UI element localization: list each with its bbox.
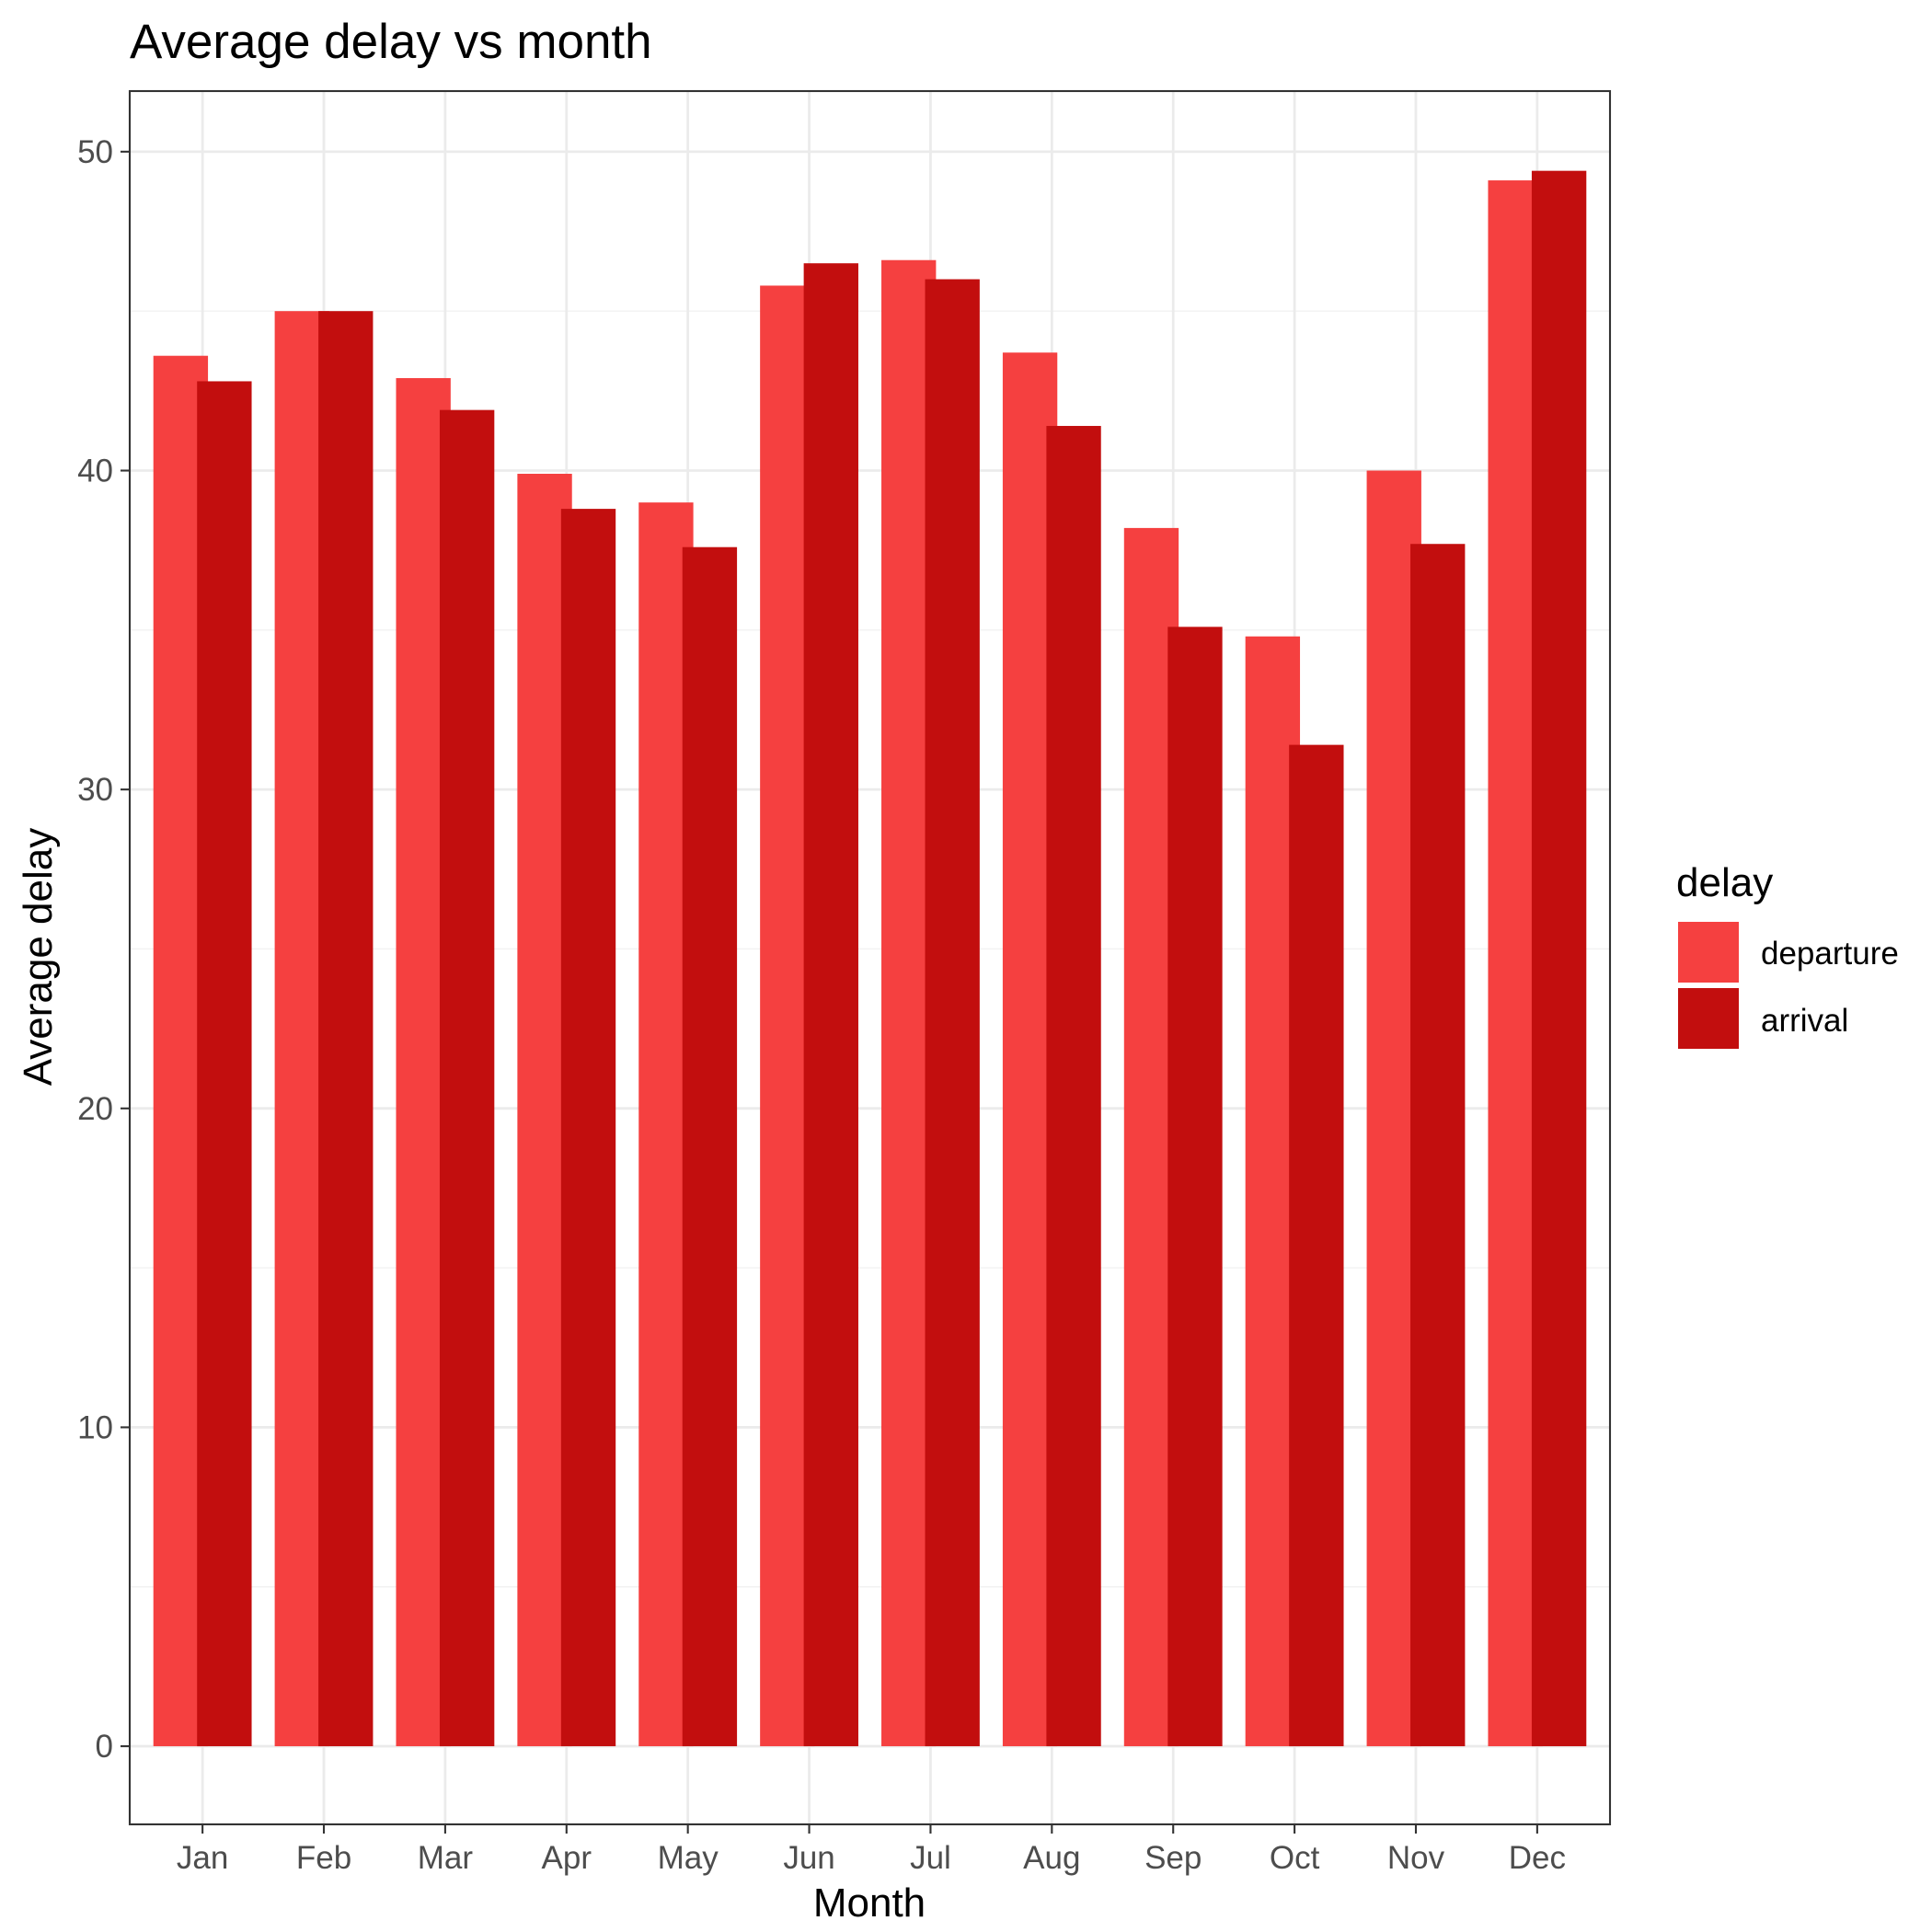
x-tick-label-apr: Apr bbox=[542, 1840, 592, 1876]
legend-label-arrival: arrival bbox=[1761, 1003, 1848, 1039]
x-tick-label-sep: Sep bbox=[1144, 1840, 1202, 1876]
bar-arrival-feb bbox=[318, 311, 374, 1747]
x-tick-label-jul: Jul bbox=[910, 1840, 951, 1876]
y-tick-label: 40 bbox=[77, 454, 113, 489]
x-tick-label-aug: Aug bbox=[1023, 1840, 1080, 1876]
legend-label-departure: departure bbox=[1761, 936, 1899, 972]
x-axis-title: Month bbox=[813, 1880, 926, 1926]
bar-arrival-jul bbox=[925, 279, 980, 1747]
bar-arrival-jan bbox=[197, 381, 252, 1747]
plot-panel bbox=[130, 91, 1610, 1824]
legend-key-departure bbox=[1678, 922, 1739, 983]
bar-arrival-sep bbox=[1167, 627, 1223, 1747]
legend-title: delay bbox=[1676, 860, 1773, 905]
x-tick-label-feb: Feb bbox=[296, 1840, 351, 1876]
x-tick-label-oct: Oct bbox=[1270, 1840, 1320, 1876]
bar-arrival-dec bbox=[1531, 170, 1587, 1747]
bar-arrival-nov bbox=[1410, 544, 1466, 1747]
grid-minor bbox=[130, 310, 1610, 1588]
y-tick-label: 10 bbox=[77, 1409, 113, 1445]
y-axis-title: Average delay bbox=[16, 828, 61, 1087]
bar-arrival-oct bbox=[1289, 744, 1344, 1747]
bar-arrival-apr bbox=[560, 509, 616, 1747]
x-tick-label-jun: Jun bbox=[783, 1840, 834, 1876]
bar-arrival-aug bbox=[1046, 425, 1101, 1747]
legend: delay departure arrival bbox=[1676, 860, 1899, 1049]
y-tick-label: 20 bbox=[77, 1091, 113, 1127]
x-tick-label-mar: Mar bbox=[418, 1840, 474, 1876]
y-tick-label: 50 bbox=[77, 134, 113, 170]
y-tick-label: 30 bbox=[77, 772, 113, 808]
x-tick-label-nov: Nov bbox=[1387, 1840, 1445, 1876]
bars bbox=[153, 170, 1587, 1747]
legend-key-arrival bbox=[1678, 988, 1739, 1049]
x-axis: Jan Feb Mar Apr May Jun Jul Aug Sep Oct Nov Dec bbox=[177, 1824, 1566, 1876]
chart-title: Average delay vs month bbox=[130, 15, 652, 69]
plot-border bbox=[128, 89, 1612, 1826]
bar-arrival-may bbox=[682, 546, 738, 1747]
y-axis: 0 10 20 30 40 50 bbox=[77, 134, 130, 1765]
x-tick-label-dec: Dec bbox=[1509, 1840, 1566, 1876]
bar-arrival-mar bbox=[439, 409, 495, 1747]
x-tick-label-may: May bbox=[658, 1840, 719, 1876]
y-tick-label: 0 bbox=[96, 1729, 113, 1765]
bar-arrival-jun bbox=[803, 263, 858, 1747]
x-tick-label-jan: Jan bbox=[177, 1840, 228, 1876]
